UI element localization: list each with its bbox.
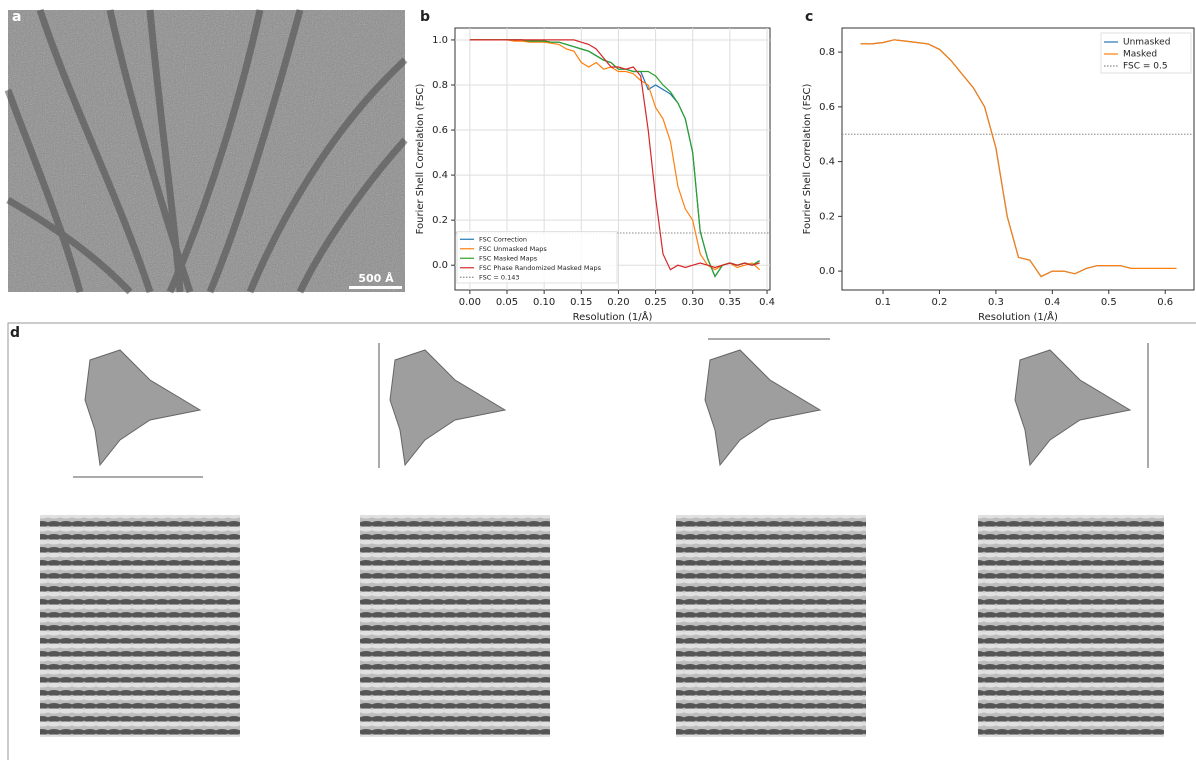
x-tick-label: 0.05 bbox=[496, 297, 518, 308]
y-tick-label: 0.4 bbox=[819, 157, 835, 168]
legend-label: FSC Unmasked Maps bbox=[479, 245, 547, 253]
scale-bar-label: 500 Å bbox=[358, 272, 394, 285]
legend-label: FSC Masked Maps bbox=[479, 254, 538, 262]
series-line bbox=[469, 39, 760, 271]
x-tick-label: 0.5 bbox=[1101, 297, 1117, 308]
legend-box bbox=[456, 231, 618, 284]
x-tick-label: 0.35 bbox=[719, 297, 741, 308]
y-tick-label: 0.8 bbox=[432, 80, 448, 91]
legend-label: FSC = 0.5 bbox=[1123, 62, 1168, 72]
plot-frame bbox=[454, 27, 771, 291]
x-tick-label: 0.1 bbox=[875, 297, 891, 308]
y-tick-label: 0.0 bbox=[432, 260, 448, 271]
panel-label: d bbox=[10, 325, 20, 341]
panel-label: c bbox=[805, 9, 813, 25]
y-tick-label: 0.4 bbox=[432, 170, 448, 181]
y-tick-label: 1.0 bbox=[432, 35, 448, 46]
x-tick-label: 0.2 bbox=[932, 297, 948, 308]
x-tick-label: 0.3 bbox=[988, 297, 1004, 308]
y-tick-label: 0.6 bbox=[432, 125, 448, 136]
series-line bbox=[860, 39, 1177, 278]
x-tick-label: 0.10 bbox=[533, 297, 555, 308]
legend-label: FSC Correction bbox=[479, 235, 527, 243]
panel-label: a bbox=[12, 9, 21, 25]
legend-label: Masked bbox=[1123, 50, 1157, 60]
x-tick-label: 0.25 bbox=[644, 297, 666, 308]
density-renders bbox=[40, 338, 1164, 737]
panel-frame bbox=[7, 322, 1196, 760]
x-tick-label: 0.15 bbox=[570, 297, 592, 308]
micrograph bbox=[4, 8, 408, 295]
y-tick-label: 0.0 bbox=[819, 266, 835, 277]
x-tick-label: 0.30 bbox=[682, 297, 704, 308]
x-tick-label: 0.20 bbox=[607, 297, 629, 308]
x-tick-label: 0.4 bbox=[759, 297, 775, 308]
x-tick-label: 0.6 bbox=[1157, 297, 1173, 308]
y-axis-label: Fourier Shell Correlation (FSC) bbox=[802, 84, 813, 235]
panel-label: b bbox=[420, 9, 430, 25]
y-tick-label: 0.2 bbox=[432, 215, 448, 226]
series-line bbox=[860, 39, 1132, 278]
y-tick-label: 0.2 bbox=[819, 211, 835, 222]
legend-label: FSC = 0.143 bbox=[479, 273, 519, 281]
x-axis-label: Resolution (1/Å) bbox=[573, 310, 653, 323]
x-tick-label: 0.00 bbox=[459, 297, 481, 308]
y-axis-label: Fourier Shell Correlation (FSC) bbox=[415, 84, 426, 235]
y-tick-label: 0.6 bbox=[819, 102, 835, 113]
x-tick-label: 0.4 bbox=[1044, 297, 1060, 308]
legend-label: FSC Phase Randomized Masked Maps bbox=[479, 264, 602, 272]
x-axis-label: Resolution (1/Å) bbox=[978, 310, 1058, 323]
legend-label: Unmasked bbox=[1123, 38, 1170, 48]
y-tick-label: 0.8 bbox=[819, 47, 835, 58]
plot-frame bbox=[841, 27, 1195, 291]
